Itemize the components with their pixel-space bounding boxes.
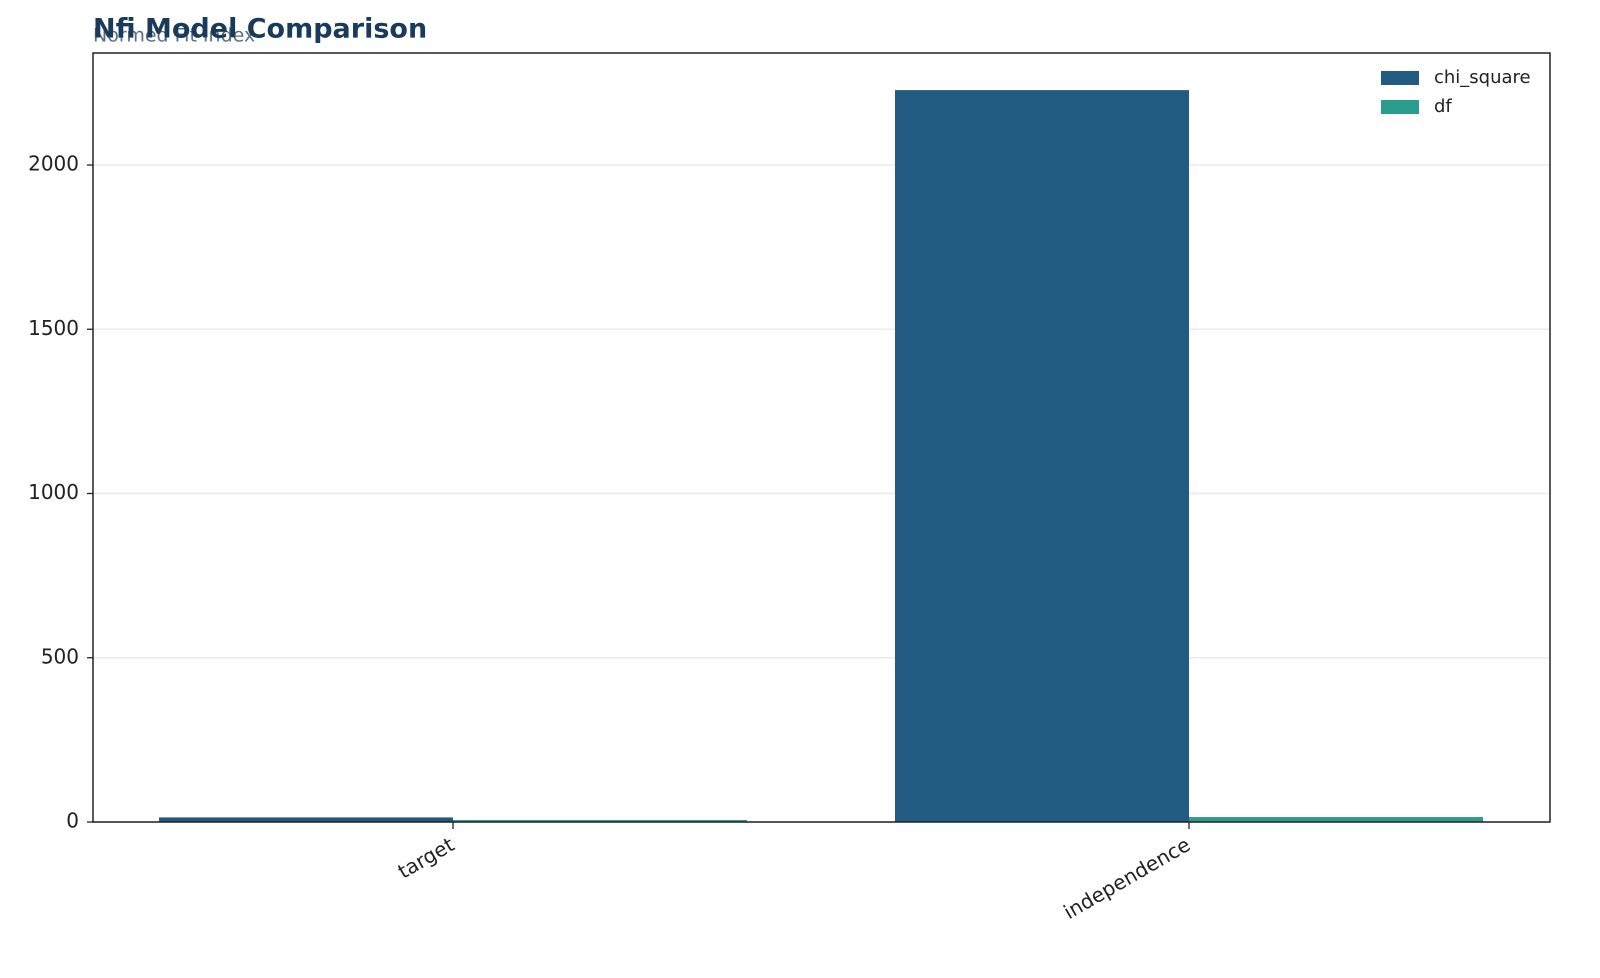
chart-subtitle: Normed Fit Index xyxy=(93,25,255,47)
y-tick-label: 1500 xyxy=(28,316,79,340)
y-tick-label: 1000 xyxy=(28,480,79,504)
bar xyxy=(453,820,747,822)
legend-label: df xyxy=(1434,96,1452,117)
legend-swatch xyxy=(1381,100,1419,114)
chart-title: Nfi Model Comparison xyxy=(93,14,427,45)
x-tick-label: independence xyxy=(1059,832,1194,924)
x-tick-label: target xyxy=(394,832,459,883)
y-tick-label: 2000 xyxy=(28,152,79,176)
legend-label: chi_square xyxy=(1434,67,1531,88)
bar xyxy=(159,817,453,822)
y-tick-label: 500 xyxy=(41,644,79,668)
y-tick-label: 0 xyxy=(66,809,79,833)
bar xyxy=(895,90,1189,822)
legend-swatch xyxy=(1381,71,1419,85)
plot-frame xyxy=(92,52,1551,823)
bar xyxy=(1189,817,1483,822)
